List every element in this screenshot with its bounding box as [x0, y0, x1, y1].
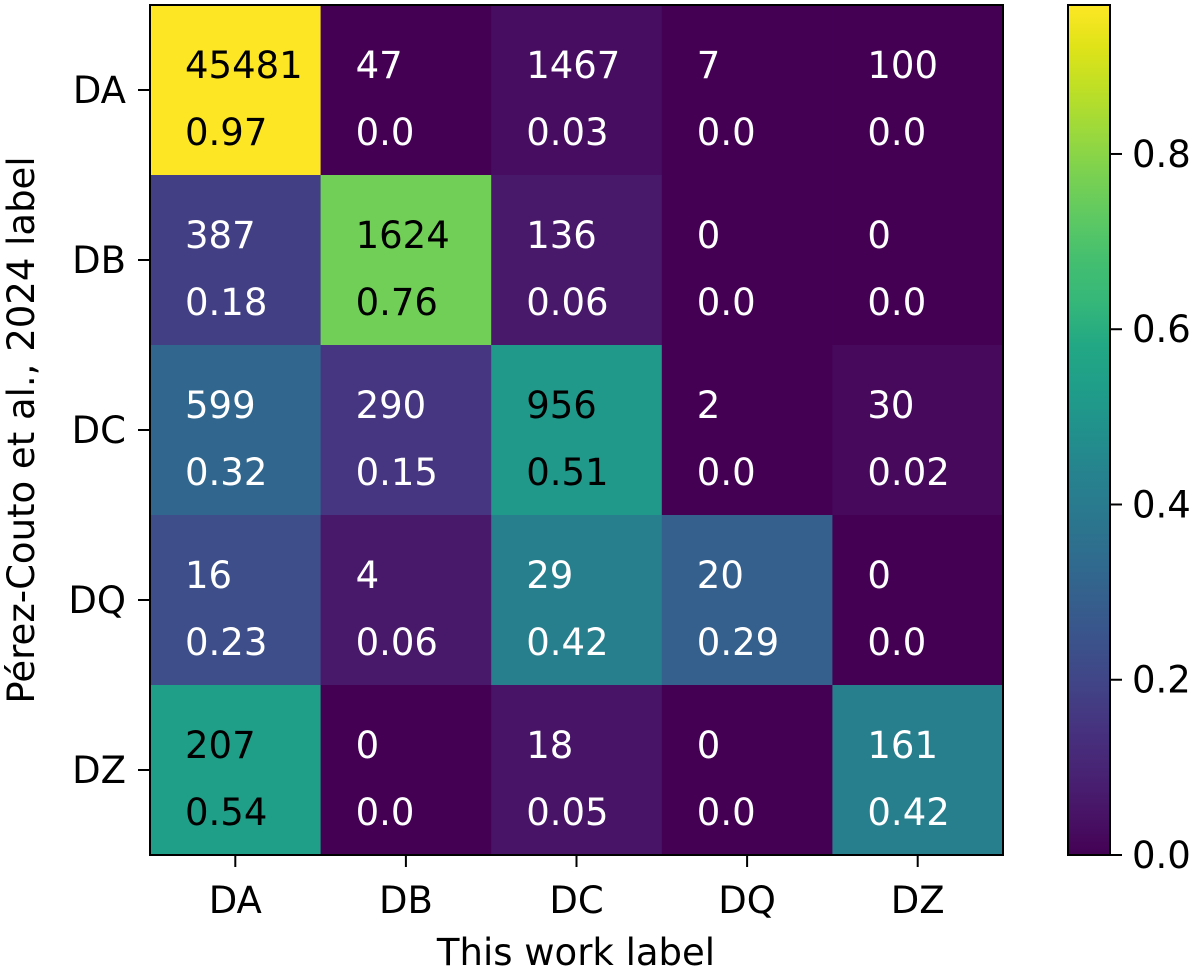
cell-fraction-label: 0.05 — [526, 791, 608, 834]
cell-fraction-label: 0.0 — [356, 111, 415, 154]
cell-count-label: 45481 — [185, 44, 303, 87]
cell-count-label: 18 — [526, 724, 573, 767]
cell-fraction-label: 0.42 — [867, 791, 949, 834]
cell-count-label: 4 — [356, 554, 380, 597]
heatmap-cell-dq-dc — [491, 515, 663, 686]
cell-count-label: 7 — [697, 44, 721, 87]
y-tick-label: DQ — [68, 579, 126, 622]
heatmap-cell-db-da — [150, 175, 322, 346]
cell-count-label: 1467 — [526, 44, 620, 87]
cell-count-label: 0 — [356, 724, 380, 767]
heatmap-cell-da-da — [150, 5, 322, 176]
x-tick-label: DA — [209, 879, 262, 922]
cell-fraction-label: 0.0 — [697, 451, 756, 494]
cell-fraction-label: 0.03 — [526, 111, 608, 154]
cell-count-label: 100 — [867, 44, 938, 87]
cell-count-label: 387 — [185, 214, 256, 257]
heatmap-cell-da-db — [320, 5, 492, 176]
cell-count-label: 30 — [867, 384, 914, 427]
y-tick-label: DB — [72, 239, 126, 282]
heatmap-cell-dz-dq — [661, 685, 833, 856]
colorbar-tick-label: 0.4 — [1132, 483, 1191, 526]
cell-count-label: 47 — [356, 44, 403, 87]
colorbar-tick-label: 0.2 — [1132, 659, 1191, 702]
cell-fraction-label: 0.54 — [185, 791, 267, 834]
heatmap-cell-dz-da — [150, 685, 322, 856]
cell-count-label: 16 — [185, 554, 232, 597]
x-tick-label: DB — [379, 879, 433, 922]
x-tick-label: DC — [549, 879, 603, 922]
cell-count-label: 1624 — [356, 214, 450, 257]
cell-fraction-label: 0.18 — [185, 281, 267, 324]
cell-count-label: 0 — [697, 724, 721, 767]
heatmap-cell-da-dc — [491, 5, 663, 176]
heatmap-cell-dc-dq — [661, 345, 833, 516]
cell-fraction-label: 0.0 — [867, 111, 926, 154]
cell-fraction-label: 0.0 — [867, 621, 926, 664]
cell-fraction-label: 0.0 — [697, 791, 756, 834]
heatmap-cell-dq-da — [150, 515, 322, 686]
x-tick-label: DQ — [718, 879, 776, 922]
cell-fraction-label: 0.15 — [356, 451, 438, 494]
cell-fraction-label: 0.0 — [356, 791, 415, 834]
heatmap-cell-dc-db — [320, 345, 492, 516]
cell-count-label: 290 — [356, 384, 427, 427]
cell-count-label: 0 — [697, 214, 721, 257]
heatmap-cell-dc-dc — [491, 345, 663, 516]
cell-fraction-label: 0.97 — [185, 111, 267, 154]
cell-fraction-label: 0.32 — [185, 451, 267, 494]
cell-fraction-label: 0.51 — [526, 451, 608, 494]
heatmap-cell-dz-db — [320, 685, 492, 856]
cell-count-label: 599 — [185, 384, 256, 427]
colorbar-tick-label: 0.0 — [1132, 834, 1191, 877]
y-tick-label: DA — [73, 69, 126, 112]
heatmap-cell-dz-dc — [491, 685, 663, 856]
cell-fraction-label: 0.76 — [356, 281, 438, 324]
cell-count-label: 20 — [697, 554, 744, 597]
cell-count-label: 2 — [697, 384, 721, 427]
cell-fraction-label: 0.0 — [867, 281, 926, 324]
heatmap-cell-da-dz — [832, 5, 1004, 176]
colorbar-tick-label: 0.8 — [1132, 133, 1191, 176]
heatmap-cell-db-dz — [832, 175, 1004, 346]
heatmap-cell-dq-db — [320, 515, 492, 686]
cell-count-label: 0 — [867, 214, 891, 257]
x-axis-label: This work label — [436, 931, 715, 972]
heatmap-cell-db-dc — [491, 175, 663, 346]
cell-count-label: 161 — [867, 724, 938, 767]
heatmap-cell-dz-dz — [832, 685, 1004, 856]
heatmap-cell-da-dq — [661, 5, 833, 176]
cell-count-label: 207 — [185, 724, 256, 767]
colorbar — [1067, 4, 1111, 856]
cell-fraction-label: 0.06 — [356, 621, 438, 664]
y-tick-label: DC — [72, 409, 126, 452]
cell-count-label: 29 — [526, 554, 573, 597]
cell-fraction-label: 0.0 — [697, 111, 756, 154]
heatmap-cell-dq-dz — [832, 515, 1004, 686]
heatmap-cell-dc-da — [150, 345, 322, 516]
cell-fraction-label: 0.23 — [185, 621, 267, 664]
cell-fraction-label: 0.42 — [526, 621, 608, 664]
cell-fraction-label: 0.29 — [697, 621, 779, 664]
x-tick-label: DZ — [891, 879, 945, 922]
y-tick-label: DZ — [72, 749, 126, 792]
heatmap-cell-db-dq — [661, 175, 833, 346]
cell-count-label: 136 — [526, 214, 597, 257]
heatmap-cell-dc-dz — [832, 345, 1004, 516]
cell-fraction-label: 0.06 — [526, 281, 608, 324]
colorbar-tick-label: 0.6 — [1132, 308, 1191, 351]
cell-count-label: 0 — [867, 554, 891, 597]
cell-count-label: 956 — [526, 384, 597, 427]
y-axis-label: Pérez-Couto et al., 2024 label — [0, 156, 43, 703]
heatmap-cell-dq-dq — [661, 515, 833, 686]
cell-fraction-label: 0.0 — [697, 281, 756, 324]
cell-fraction-label: 0.02 — [867, 451, 949, 494]
heatmap-cell-db-db — [320, 175, 492, 346]
